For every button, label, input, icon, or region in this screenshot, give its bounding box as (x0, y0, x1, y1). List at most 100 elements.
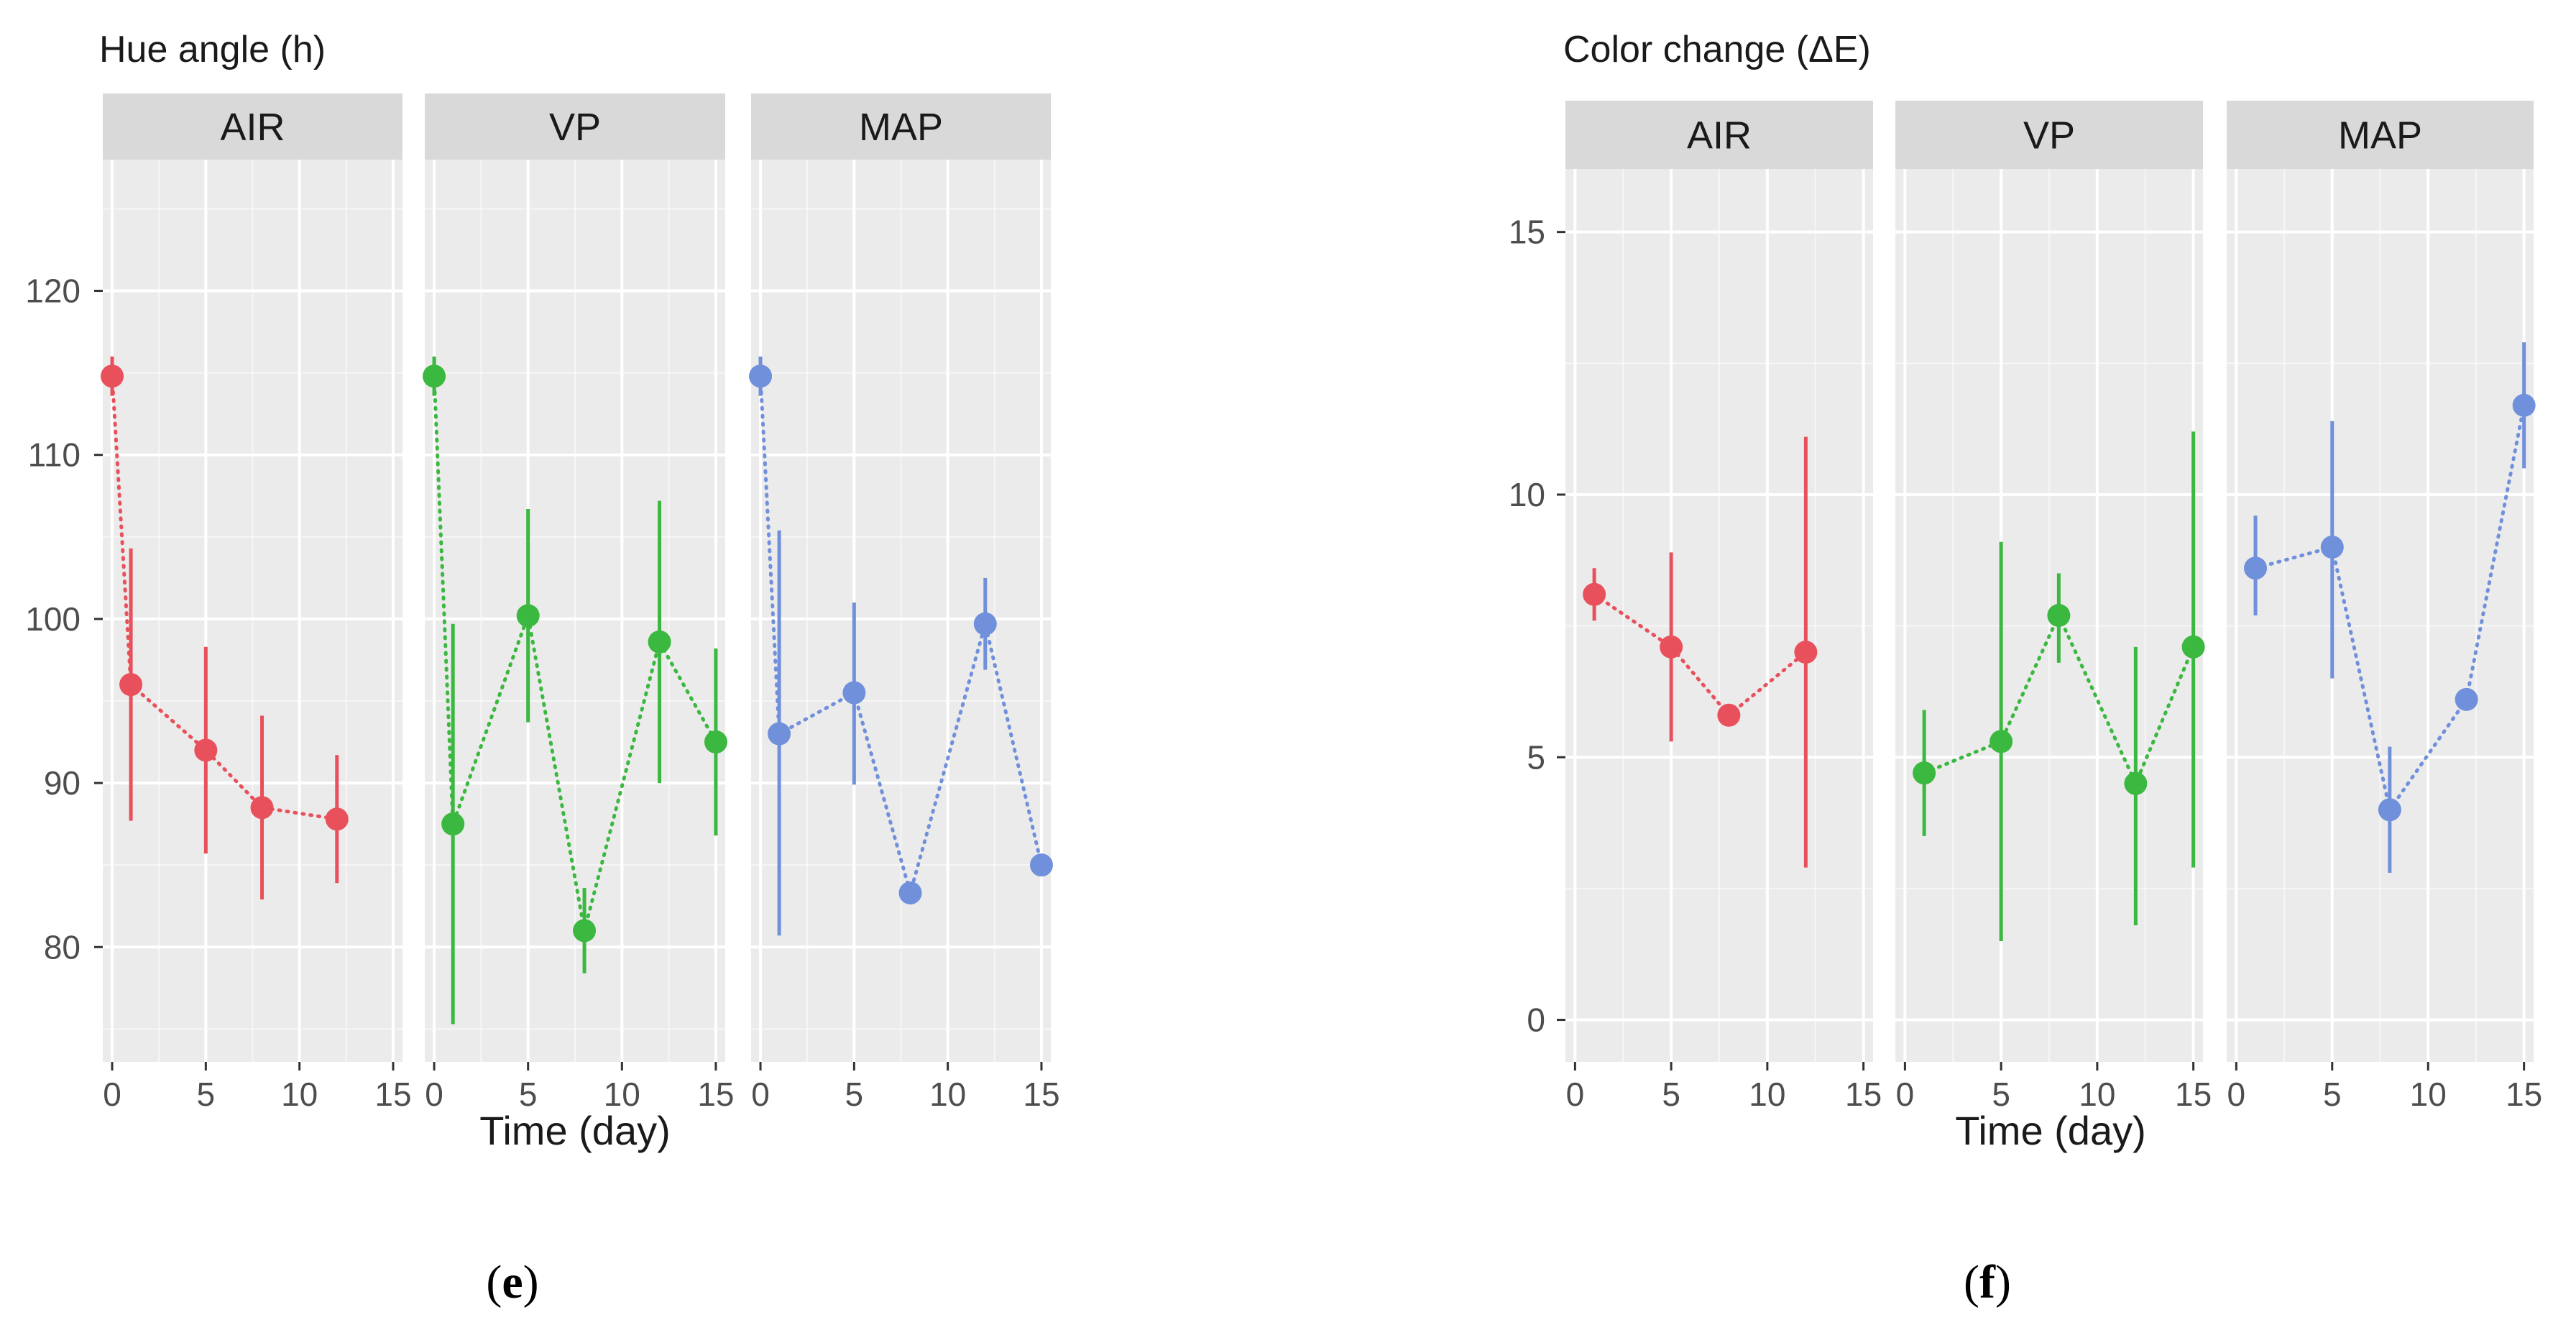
facet-strip (751, 93, 1051, 160)
caption-letter: e (502, 1256, 523, 1308)
facet-label: AIR (1687, 114, 1752, 157)
x-tick-label: 15 (1845, 1076, 1882, 1113)
caption-letter: f (1979, 1256, 1996, 1308)
data-point (194, 738, 218, 762)
y-tick-label: 5 (1527, 738, 1545, 776)
data-point (441, 812, 465, 836)
chart-title: Hue angle (h) (99, 29, 326, 70)
facet-panel-map: MAP 0 5 10 15 (749, 93, 1060, 1113)
x-tick-label: 0 (2227, 1076, 2246, 1113)
data-point (423, 365, 446, 388)
x-tick-label: 15 (374, 1076, 411, 1113)
x-tick-label: 0 (103, 1076, 121, 1113)
facet-label: VP (2023, 114, 2075, 157)
panel-caption: (e) (486, 1256, 538, 1308)
data-point (648, 630, 671, 654)
facet-strip (2227, 101, 2534, 169)
y-tick-label: 90 (44, 764, 80, 802)
facet-label: AIR (220, 106, 285, 149)
x-tick-label: 5 (845, 1076, 864, 1113)
data-point (516, 604, 540, 628)
y-tick-label: 10 (1509, 476, 1545, 513)
facet-strip (1895, 101, 2203, 169)
x-tick-label: 10 (281, 1076, 318, 1113)
y-tick-label: 120 (25, 272, 80, 310)
data-point (1583, 582, 1606, 606)
x-tick-label: 5 (1662, 1076, 1680, 1113)
x-tick-label: 10 (2410, 1076, 2447, 1113)
facet-strip (1565, 101, 1873, 169)
data-point (325, 807, 349, 831)
caption-paren-close: ) (523, 1256, 539, 1308)
panel-caption: (f) (1964, 1256, 2011, 1308)
x-tick-label: 0 (751, 1076, 770, 1113)
data-point (119, 673, 143, 697)
data-point (2512, 393, 2536, 417)
data-point (101, 365, 124, 388)
facet-label: VP (549, 106, 601, 149)
data-point (1029, 853, 1053, 877)
x-tick-label: 0 (1566, 1076, 1585, 1113)
facet-panel-map: MAP 0 5 10 15 (2227, 101, 2542, 1113)
facet-panel-air: AIR 0 5 10 15 (101, 93, 412, 1113)
facet-label: MAP (2338, 114, 2422, 157)
data-point (704, 730, 727, 754)
data-point (573, 919, 597, 943)
data-point (2320, 536, 2344, 559)
x-tick-label: 15 (2175, 1076, 2212, 1113)
x-tick-label: 5 (1992, 1076, 2010, 1113)
data-point (250, 796, 274, 820)
data-point (898, 881, 922, 904)
facet-panel-vp: VP 0 5 10 15 (423, 93, 735, 1113)
data-point (1794, 641, 1818, 664)
x-axis-label: Time (day) (479, 1108, 671, 1153)
y-tick-label: 80 (44, 928, 80, 966)
x-tick-label: 5 (2323, 1076, 2342, 1113)
data-point (2124, 771, 2148, 795)
data-point (2244, 556, 2268, 580)
data-point (2455, 687, 2478, 711)
caption-paren-open: ( (1964, 1256, 1979, 1308)
x-axis-label: Time (day) (1955, 1108, 2146, 1153)
data-point (1913, 761, 1936, 785)
x-tick-label: 5 (519, 1076, 538, 1113)
data-point (1990, 730, 2013, 753)
chart-title: Color change (ΔE) (1563, 29, 1871, 70)
x-tick-label: 5 (197, 1076, 216, 1113)
facet-strip (103, 93, 402, 160)
x-tick-label: 0 (1896, 1076, 1915, 1113)
x-tick-label: 0 (425, 1076, 443, 1113)
data-point (1717, 703, 1741, 727)
y-tick-label: 100 (25, 600, 80, 638)
data-point (842, 681, 866, 705)
data-point (768, 722, 791, 746)
data-point (1660, 635, 1683, 659)
caption-paren-open: ( (486, 1256, 502, 1308)
data-point (973, 612, 997, 636)
x-tick-label: 10 (604, 1076, 640, 1113)
series-line-map (758, 374, 1044, 900)
data-point (749, 365, 773, 388)
data-point (2181, 635, 2205, 659)
y-tick-label: 0 (1527, 1001, 1545, 1039)
x-tick-label: 10 (2079, 1076, 2115, 1113)
x-tick-label: 15 (2506, 1076, 2542, 1113)
facet-strip (425, 93, 725, 160)
x-tick-label: 10 (1749, 1076, 1785, 1113)
facet-panel-vp: VP 0 5 10 15 (1895, 101, 2212, 1113)
series-line-air (1592, 592, 1808, 718)
y-tick-label: 110 (28, 436, 80, 474)
data-point (2047, 604, 2071, 627)
facet-panel-air: AIR 0 5 10 15 (1565, 101, 1882, 1113)
x-tick-label: 10 (929, 1076, 966, 1113)
data-point (2378, 798, 2401, 822)
color-change-chart: Color change (ΔE) 0 5 10 15 AIR 0 5 10 15 VP 0 5 10 15… (1509, 29, 2542, 1308)
series-line-vp (432, 374, 718, 932)
facet-label: MAP (859, 106, 943, 149)
y-tick-label: 15 (1509, 214, 1545, 251)
series-line-air (110, 374, 339, 821)
caption-paren-close: ) (1995, 1256, 2011, 1308)
x-tick-label: 15 (697, 1076, 734, 1113)
